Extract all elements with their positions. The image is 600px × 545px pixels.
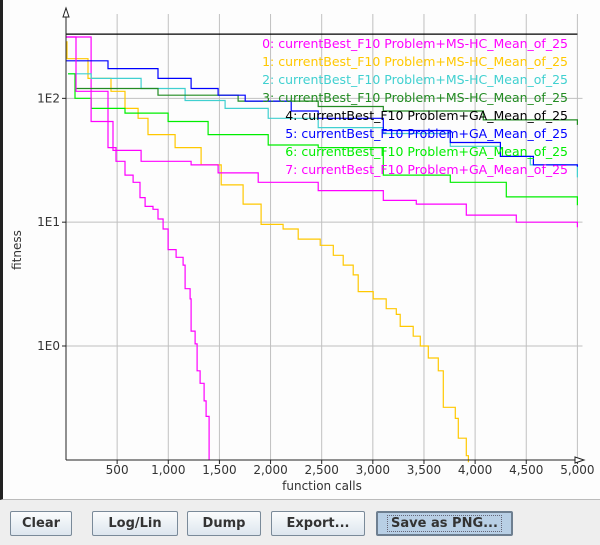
x-tick-label: 500 <box>106 463 129 477</box>
legend-entry-5: 5: currentBest_F10 Problem+GA_Mean_of_25 <box>285 126 568 141</box>
legend-entry-4: 4: currentBest_F10 Problem+GA_Mean_of_25 <box>285 108 568 123</box>
legend-entry-2: 2: currentBest_F10 Problem+MS-HC_Mean_of… <box>262 72 568 87</box>
export-button-label: Export... <box>286 516 350 531</box>
legend-entry-1: 1: currentBest_F10 Problem+MS-HC_Mean_of… <box>262 54 568 69</box>
y-tick-label: 1E0 <box>37 339 60 353</box>
legend-entry-7: 7: currentBest_F10 Problem+GA_Mean_of_25 <box>285 162 568 177</box>
y-tick-label: 1E2 <box>37 91 60 105</box>
x-tick-label: 1,500 <box>202 463 236 477</box>
x-tick-label: 3,500 <box>407 463 441 477</box>
series-line-7 <box>66 36 578 228</box>
chart-panel: 500 1,000 1,500 2,000 2,500 3,000 3,500 4,000 4,… <box>0 0 600 500</box>
x-tick-label: 4,500 <box>509 463 543 477</box>
dump-button-label: Dump <box>202 516 246 531</box>
x-tick-label: 2,500 <box>305 463 339 477</box>
x-tick-label: 1,000 <box>151 463 185 477</box>
y-axis-arrow-icon <box>62 6 70 18</box>
series-line-1 <box>66 41 469 463</box>
y-axis-label: fitness <box>10 230 24 270</box>
log-lin-button[interactable]: Log/Lin <box>92 511 178 536</box>
x-tick-label: 3,000 <box>356 463 390 477</box>
dump-button[interactable]: Dump <box>187 511 261 536</box>
x-tick-label: 2,000 <box>253 463 287 477</box>
save-as-png-button[interactable]: Save as PNG... <box>376 511 513 536</box>
legend-entry-3: 3: currentBest_F10 Problem+MS-HC_Mean_of… <box>262 90 568 105</box>
export-button[interactable]: Export... <box>271 511 365 536</box>
save-as-png-button-label: Save as PNG... <box>387 515 502 532</box>
legend-entry-6: 6: currentBest_F10 Problem+GA_Mean_of_25 <box>285 144 568 159</box>
y-tick-label: 1E1 <box>37 215 60 229</box>
log-lin-button-label: Log/Lin <box>108 516 162 531</box>
tick-labels: 500 1,000 1,500 2,000 2,500 3,000 3,500 4,000 4,… <box>37 91 594 477</box>
series-line-0 <box>66 36 210 460</box>
series-line-3 <box>76 87 578 125</box>
clear-button-label: Clear <box>22 516 60 531</box>
series-lines <box>66 33 578 463</box>
x-tick-label: 5,000 <box>560 463 594 477</box>
x-tick-label: 4,000 <box>458 463 492 477</box>
series-line-5 <box>66 60 578 167</box>
grid <box>62 14 583 464</box>
clear-button[interactable]: Clear <box>10 511 72 536</box>
x-axis-arrow-icon <box>574 456 586 464</box>
legend-entry-0: 0: currentBest_F10 Problem+MS-HC_Mean_of… <box>262 36 568 51</box>
legend: 0: currentBest_F10 Problem+MS-HC_Mean_of… <box>262 36 568 177</box>
fitness-chart: 500 1,000 1,500 2,000 2,500 3,000 3,500 4,000 4,… <box>10 6 595 493</box>
x-axis-label: function calls <box>282 479 362 493</box>
axes <box>62 6 586 464</box>
